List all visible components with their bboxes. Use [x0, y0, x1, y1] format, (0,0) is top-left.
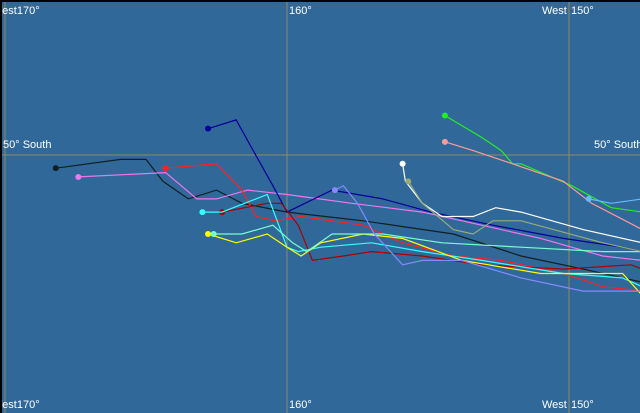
track-9[interactable]	[334, 184, 640, 292]
track-6-start-marker[interactable]	[199, 209, 206, 216]
track-5[interactable]	[221, 202, 640, 270]
track-8-start-marker[interactable]	[210, 231, 217, 238]
track-14-start-marker[interactable]	[585, 195, 592, 202]
lon-label-150-top: 150°	[571, 5, 594, 17]
track-13-start-marker[interactable]	[441, 138, 448, 145]
track-7-start-marker[interactable]	[205, 231, 212, 238]
track-3-start-marker[interactable]	[162, 165, 169, 172]
track-2[interactable]	[78, 171, 640, 261]
lon-label-160-top: 160°	[289, 5, 312, 17]
lon-label-west-bottom: West	[542, 399, 567, 411]
lon-label-170-bottom: West170°	[2, 399, 40, 411]
track-11[interactable]	[407, 180, 640, 252]
lon-label-west-top: West	[542, 5, 567, 17]
lon-label-160-bottom: 160°	[289, 399, 312, 411]
track-12[interactable]	[444, 114, 640, 213]
track-10[interactable]	[402, 163, 640, 243]
track-4[interactable]	[207, 119, 640, 252]
lat-label-left: 50° South	[3, 139, 52, 151]
track-11-start-marker[interactable]	[405, 178, 412, 185]
track-4-start-marker[interactable]	[205, 125, 212, 132]
track-1[interactable]	[55, 158, 640, 283]
track-9-start-marker[interactable]	[331, 187, 338, 194]
track-10-start-marker[interactable]	[399, 160, 406, 167]
track-13[interactable]	[444, 141, 640, 230]
track-2-start-marker[interactable]	[75, 173, 82, 180]
lon-label-170-top: West170°	[2, 5, 40, 17]
track-7[interactable]	[207, 233, 640, 296]
track-6[interactable]	[202, 193, 640, 287]
track-8[interactable]	[213, 224, 640, 253]
track-14[interactable]	[588, 198, 640, 204]
track-1-start-marker[interactable]	[52, 165, 59, 172]
track-12-start-marker[interactable]	[441, 112, 448, 119]
lat-label-right: 50° South	[594, 139, 640, 151]
lon-label-150-bottom: 150°	[571, 399, 594, 411]
